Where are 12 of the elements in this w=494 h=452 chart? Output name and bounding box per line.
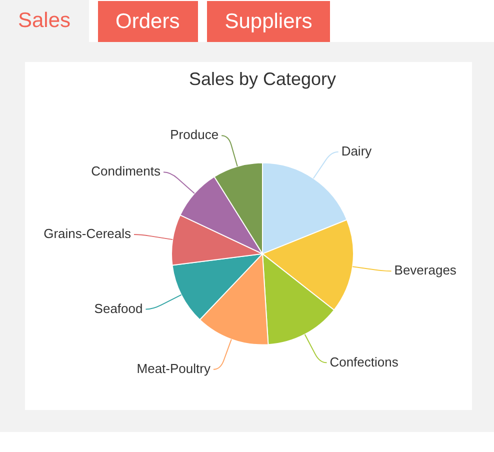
slice-label: Dairy — [341, 143, 372, 158]
slice-label: Meat-Poultry — [136, 360, 211, 376]
tab[interactable]: Suppliers — [206, 1, 330, 42]
chart-title: Sales by Category — [188, 68, 336, 89]
tab[interactable]: Orders — [98, 1, 198, 42]
slice-label: Condiments — [91, 164, 161, 179]
slice-label: Confections — [330, 354, 399, 370]
slice-label: Produce — [170, 127, 219, 142]
slice-label: Beverages — [394, 262, 457, 278]
slice-label: Seafood — [94, 300, 143, 316]
tab[interactable]: Sales — [0, 0, 89, 42]
slice-label: Grains-Cereals — [44, 226, 132, 242]
